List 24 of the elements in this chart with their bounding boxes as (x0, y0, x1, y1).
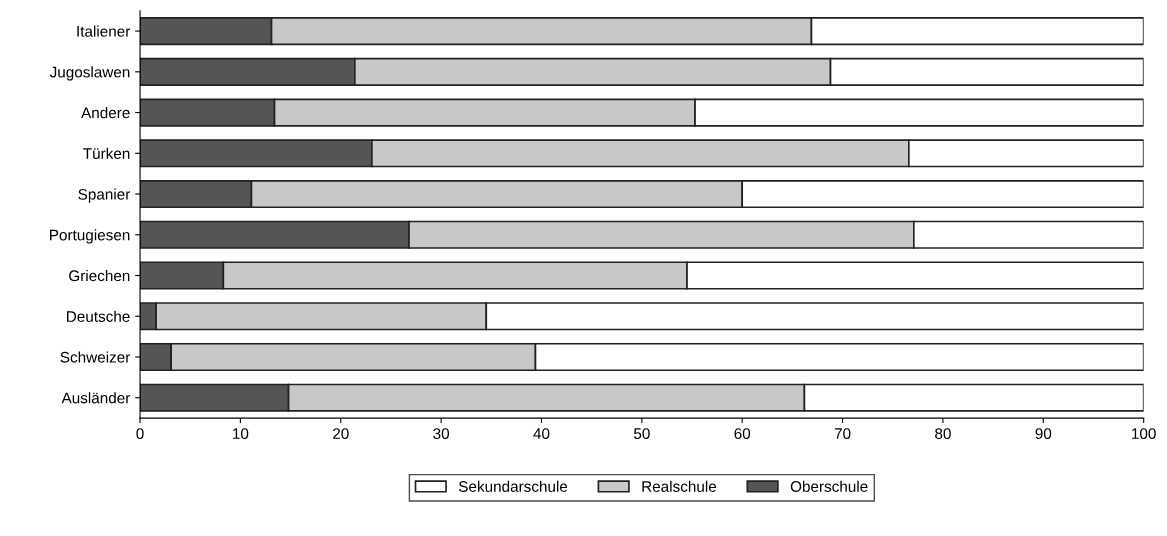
x-tick-label: 40 (533, 428, 550, 440)
y-tick-label: Andere (81, 107, 130, 119)
x-tick-label: 60 (734, 428, 751, 440)
y-tick-label: Jugoslawen (49, 66, 130, 81)
y-tick-label: Deutsche (67, 310, 130, 322)
x-tick-label: 100 (1132, 428, 1156, 440)
x-tick-label: 0 (136, 428, 144, 440)
y-tick-label: Türken (83, 147, 130, 159)
y-tick-label: Spanier (78, 188, 131, 203)
y-tick-label: Portugiesen (50, 229, 130, 244)
y-tick-label: Griechen (69, 269, 130, 282)
legend-label: Sekundarschule (458, 480, 568, 492)
y-tick-label: Schweizer (60, 351, 131, 363)
x-tick-label: 90 (1035, 428, 1052, 440)
x-tick-label: 80 (935, 428, 951, 440)
x-tick-label: 10 (233, 428, 249, 440)
x-tick-label: 70 (834, 428, 851, 440)
y-tick-label: Italiener (77, 25, 131, 37)
legend-label: Oberschule (790, 480, 868, 492)
legend-label: Realschule (642, 480, 717, 492)
y-tick-label: Ausländer (61, 392, 131, 404)
x-tick-label: 50 (633, 428, 650, 440)
x-tick-label: 20 (333, 428, 349, 440)
x-tick-label: 30 (433, 428, 450, 440)
